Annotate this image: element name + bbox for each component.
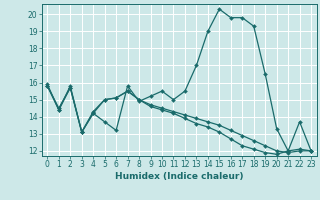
X-axis label: Humidex (Indice chaleur): Humidex (Indice chaleur) bbox=[115, 172, 244, 181]
